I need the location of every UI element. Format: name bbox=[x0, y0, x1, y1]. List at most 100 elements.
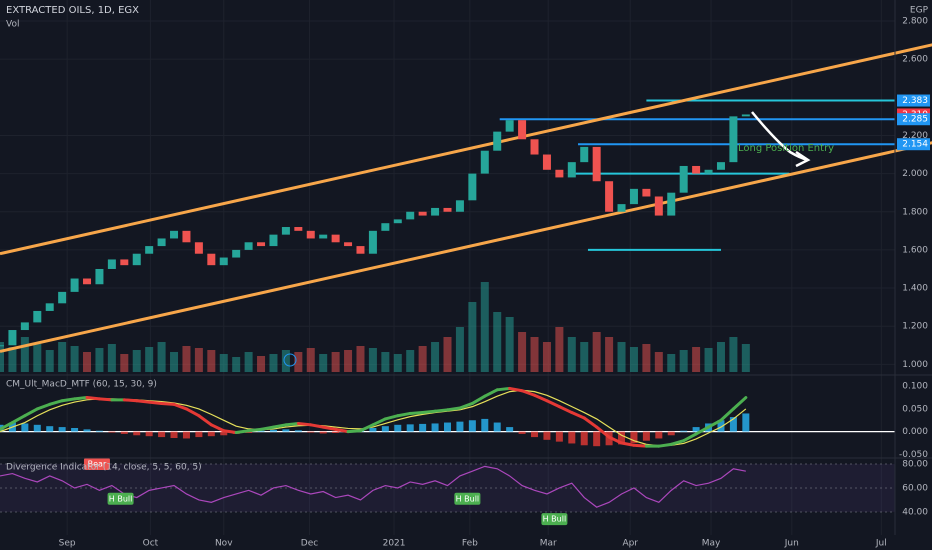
candle bbox=[542, 154, 551, 170]
candle bbox=[132, 253, 141, 266]
histogram-bar bbox=[742, 413, 750, 432]
macd-segment bbox=[669, 439, 686, 446]
histogram-bar bbox=[195, 431, 203, 438]
volume-bar bbox=[741, 344, 750, 372]
macd-segment bbox=[172, 402, 188, 411]
macd-segment bbox=[23, 407, 39, 418]
macd-segment bbox=[160, 401, 176, 406]
volume-bar bbox=[120, 354, 129, 372]
macd-segment bbox=[97, 397, 114, 402]
price-tag-label: 2.285 bbox=[902, 115, 928, 125]
macd-segment bbox=[35, 402, 52, 411]
histogram-bar bbox=[655, 431, 663, 439]
macd-segment bbox=[259, 425, 275, 431]
oscillator-title: Divergence Indicator (14, close, 5, 5, 6… bbox=[6, 463, 202, 473]
x-tick-label: Jul bbox=[875, 539, 887, 549]
macd-segment bbox=[694, 425, 711, 436]
y-tick-label: -0.050 bbox=[899, 450, 928, 460]
macd-segment bbox=[334, 427, 350, 434]
histogram-bar bbox=[33, 424, 41, 432]
y-tick-label: 1.800 bbox=[902, 207, 928, 217]
macd-segment bbox=[719, 407, 735, 422]
volume-bar bbox=[642, 344, 651, 372]
volume-bar bbox=[567, 337, 576, 372]
price-tag bbox=[897, 138, 930, 151]
candle bbox=[692, 165, 701, 174]
histogram-bar bbox=[506, 427, 514, 432]
histogram-bar bbox=[170, 431, 178, 438]
macd-segment bbox=[122, 398, 139, 403]
y-tick-label: 0.050 bbox=[902, 404, 928, 414]
candle bbox=[157, 238, 166, 247]
macd-segment bbox=[458, 401, 474, 410]
volume-bar bbox=[145, 347, 154, 372]
trend-line bbox=[0, 141, 932, 353]
volume-bar bbox=[406, 350, 415, 372]
macd-segment bbox=[433, 408, 449, 413]
volume-bar bbox=[704, 348, 713, 372]
volume-bar bbox=[505, 317, 514, 372]
candle bbox=[617, 204, 626, 212]
macd-segment bbox=[570, 411, 586, 420]
histogram-bar bbox=[493, 422, 501, 432]
price-tag-label: 2.383 bbox=[902, 96, 928, 106]
annotation: Long Position Entry bbox=[738, 143, 834, 154]
x-tick-label: Oct bbox=[143, 539, 159, 549]
candle bbox=[207, 253, 216, 266]
macd-segment bbox=[495, 386, 512, 392]
macd-segment bbox=[10, 414, 27, 425]
volume-bar bbox=[8, 347, 17, 372]
histogram-bar bbox=[406, 424, 414, 432]
volume-bar bbox=[592, 332, 601, 372]
histogram-bar bbox=[667, 431, 675, 436]
candle bbox=[716, 162, 725, 170]
volume-bar bbox=[530, 337, 539, 372]
histogram-bar bbox=[518, 431, 526, 434]
volume-bar bbox=[455, 327, 464, 372]
macd-segment bbox=[731, 396, 748, 411]
candle bbox=[418, 211, 427, 216]
volume-bar bbox=[654, 352, 663, 372]
macd-segment bbox=[607, 435, 624, 445]
volume-bar bbox=[443, 337, 452, 372]
candle bbox=[431, 207, 440, 216]
histogram-bar bbox=[729, 417, 737, 432]
macd-segment bbox=[48, 399, 64, 406]
volume-bar bbox=[207, 350, 216, 372]
volume-bar bbox=[306, 348, 315, 372]
candle bbox=[331, 234, 340, 243]
candle bbox=[182, 230, 191, 243]
volume-bar bbox=[331, 352, 340, 372]
candle bbox=[58, 291, 67, 304]
signal-label-box bbox=[454, 492, 481, 505]
price-tag bbox=[897, 94, 930, 107]
candle bbox=[567, 162, 576, 178]
histogram-bar bbox=[680, 430, 688, 432]
volume-bar bbox=[95, 348, 104, 372]
volume-bar bbox=[617, 342, 626, 372]
volume-bar bbox=[157, 342, 166, 372]
macd-segment bbox=[408, 411, 425, 415]
macd-segment bbox=[657, 442, 673, 448]
volume-bar bbox=[107, 344, 116, 372]
volume-bar bbox=[83, 352, 92, 372]
volume-bar bbox=[493, 312, 502, 372]
x-tick-label: Sep bbox=[59, 539, 76, 549]
histogram-bar bbox=[481, 418, 489, 432]
histogram-bar bbox=[83, 429, 91, 432]
macd-segment bbox=[0, 421, 14, 431]
histogram-bar bbox=[630, 431, 638, 443]
volume-bar bbox=[716, 342, 725, 372]
y-tick-label: 2.000 bbox=[902, 169, 928, 179]
volume-bar bbox=[605, 337, 614, 372]
macd-segment bbox=[222, 429, 238, 435]
candle bbox=[306, 230, 315, 239]
candle bbox=[33, 310, 42, 323]
signal-label-box bbox=[83, 457, 110, 470]
macd-segment bbox=[632, 443, 648, 448]
candle bbox=[20, 322, 29, 331]
macd-segment bbox=[234, 429, 251, 435]
arrow bbox=[751, 111, 811, 168]
volume-bar bbox=[381, 352, 390, 372]
